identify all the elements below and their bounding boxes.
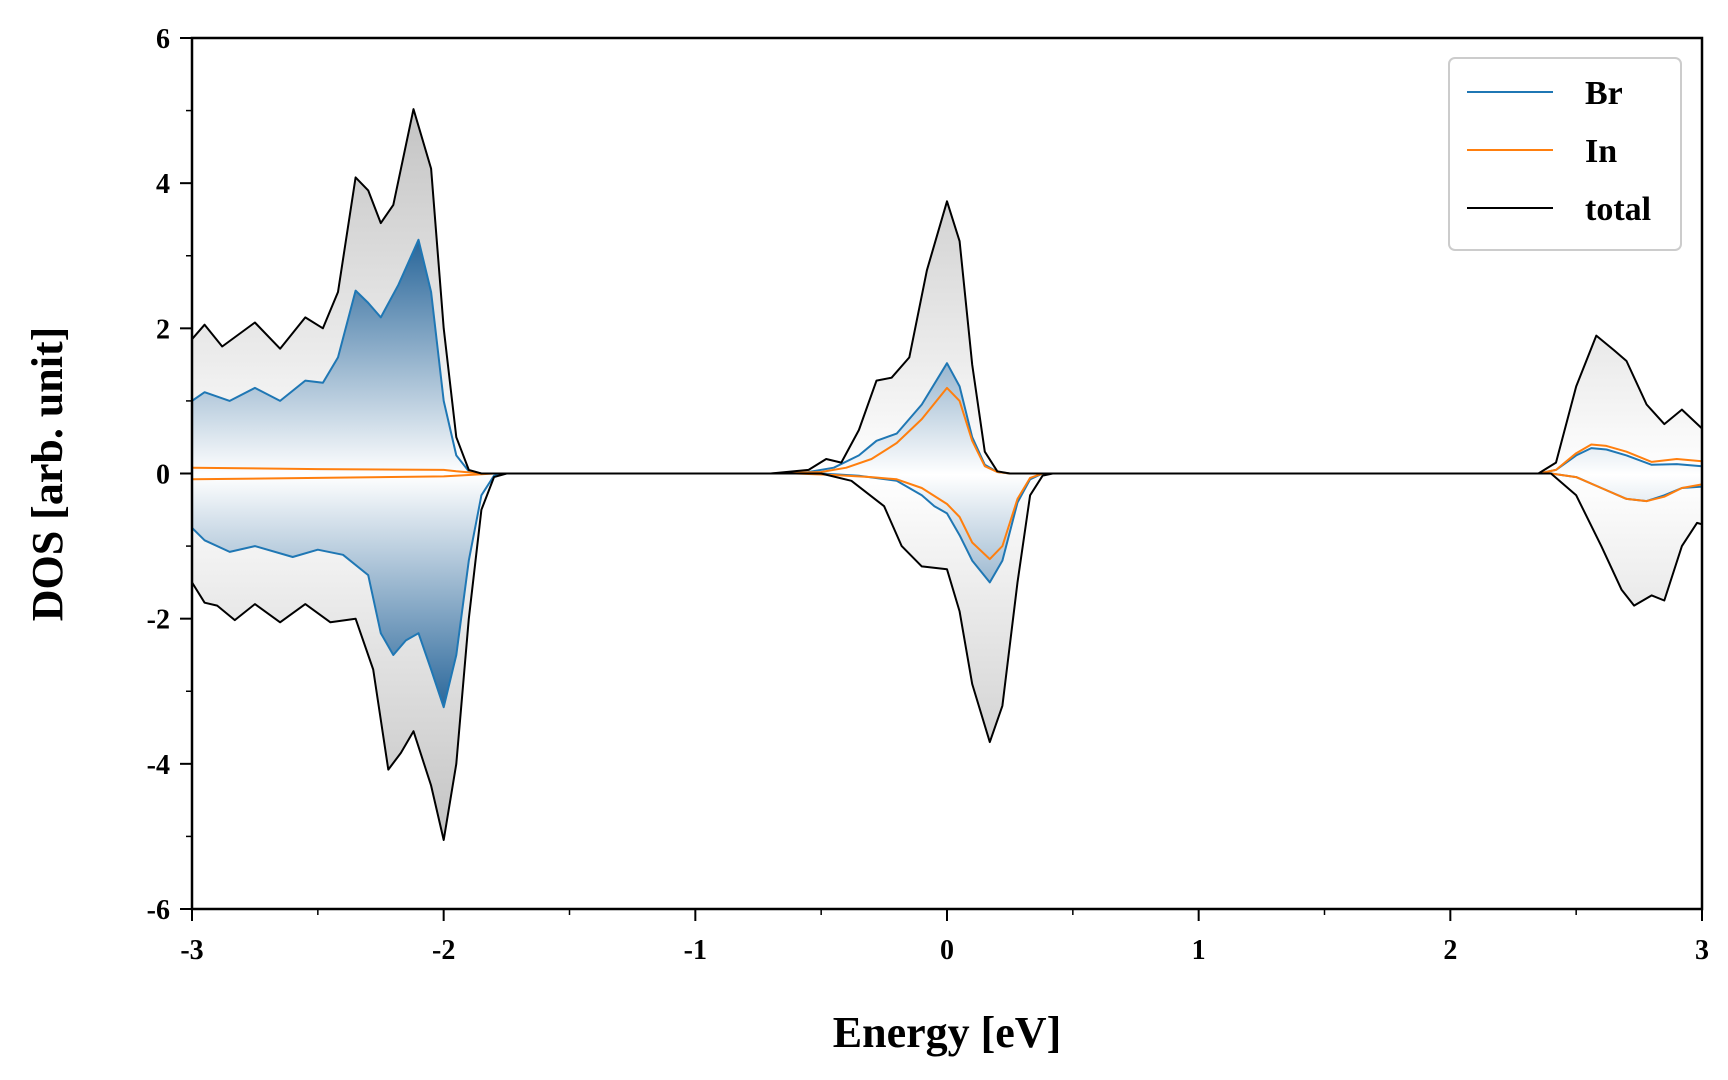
line-layer	[192, 108, 1702, 841]
fill-layer	[192, 109, 1702, 840]
x-tick-label: -3	[180, 935, 203, 966]
x-tick-label: 2	[1443, 935, 1457, 966]
y-tick-label: 2	[156, 314, 170, 345]
y-tick-label: 0	[156, 460, 170, 491]
y-tick-label: 4	[156, 169, 170, 200]
y-tick-label: 6	[156, 24, 170, 55]
x-tick-label: -2	[432, 935, 455, 966]
y-tick-label: -6	[147, 895, 170, 926]
y-axis-title: DOS [arb. unit]	[23, 327, 72, 622]
x-tick-label: 3	[1695, 935, 1709, 966]
x-tick-label: 1	[1192, 935, 1206, 966]
legend-label-total: total	[1585, 191, 1651, 228]
legend-label-br: Br	[1585, 75, 1623, 112]
y-tick-label: -4	[147, 750, 170, 781]
br-fill-up	[192, 239, 1702, 474]
x-tick-label: -1	[684, 935, 707, 966]
legend: Br In total	[1448, 57, 1682, 251]
legend-label-in: In	[1585, 133, 1617, 170]
br-fill-down	[192, 473, 1702, 708]
x-axis: -3 -2 -1 0 1 2 3	[180, 909, 1709, 966]
x-tick-label: 0	[940, 935, 954, 966]
y-tick-label: -2	[147, 605, 170, 636]
legend-box	[1448, 57, 1682, 251]
series-total-up-line	[192, 108, 1702, 475]
y-axis: -6 -4 -2 0 2 4 6	[147, 24, 192, 926]
total-fill-up	[192, 109, 1702, 474]
series-total-down-line	[192, 472, 1702, 841]
x-axis-title: Energy [eV]	[833, 1008, 1062, 1057]
